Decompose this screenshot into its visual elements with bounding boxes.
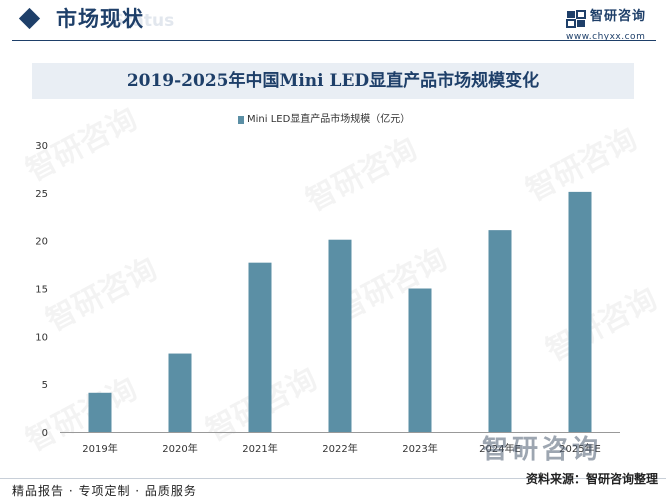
header-divider	[12, 40, 656, 41]
x-tick-label: 2023年	[402, 442, 437, 455]
x-tick-label: 2022年	[322, 442, 357, 455]
y-tick-label: 15	[35, 285, 48, 296]
legend-label: Mini LED显直产品市场规模（亿元）	[247, 114, 411, 125]
y-tick-label: 10	[35, 332, 48, 343]
footer: 精品报告 · 专项定制 · 品质服务 资料来源：智研咨询整理	[0, 466, 666, 503]
legend-swatch	[238, 116, 244, 124]
bar	[568, 191, 592, 432]
brand-logo-icon	[566, 10, 586, 28]
section-title: 市场现状	[56, 7, 144, 31]
x-tick-label: 2019年	[82, 442, 117, 455]
diamond-icon	[18, 7, 41, 30]
header: Status 市场现状 智研咨询 www.chyxx.com	[0, 0, 666, 44]
bar	[248, 262, 272, 432]
bar	[328, 239, 352, 432]
y-tick-label: 30	[35, 141, 48, 152]
y-tick-label: 5	[42, 380, 48, 391]
x-tick-label: 2024年E	[479, 442, 521, 455]
footer-source: 资料来源：智研咨询整理	[525, 472, 658, 486]
footer-tagline: 精品报告 · 专项定制 · 品质服务	[12, 484, 197, 498]
bar-chart: 0 5 10 15 20 25 30 2019年 2020年 2021年 2022年 2023年 202…	[35, 141, 620, 455]
bar	[408, 288, 432, 432]
x-tick-label: 2020年	[162, 442, 197, 455]
y-tick-label: 0	[42, 428, 48, 439]
brand-url: www.chyxx.com	[566, 32, 646, 42]
brand-watermark-logo: 智研咨询	[482, 435, 603, 465]
bar	[88, 392, 112, 432]
bar	[168, 353, 192, 432]
brand-name: 智研咨询	[590, 9, 647, 24]
chart-title-band	[32, 63, 634, 99]
footer-divider	[0, 478, 666, 479]
bar	[488, 230, 512, 432]
x-tick-label: 2021年	[242, 442, 277, 455]
y-tick-label: 25	[35, 189, 48, 200]
x-tick-label: 2025年E	[559, 442, 601, 455]
chart-title: 2019-2025年中国Mini LED显直产品市场规模变化	[126, 71, 540, 91]
y-tick-label: 20	[35, 237, 48, 248]
section-subtitle: Status	[112, 11, 175, 31]
